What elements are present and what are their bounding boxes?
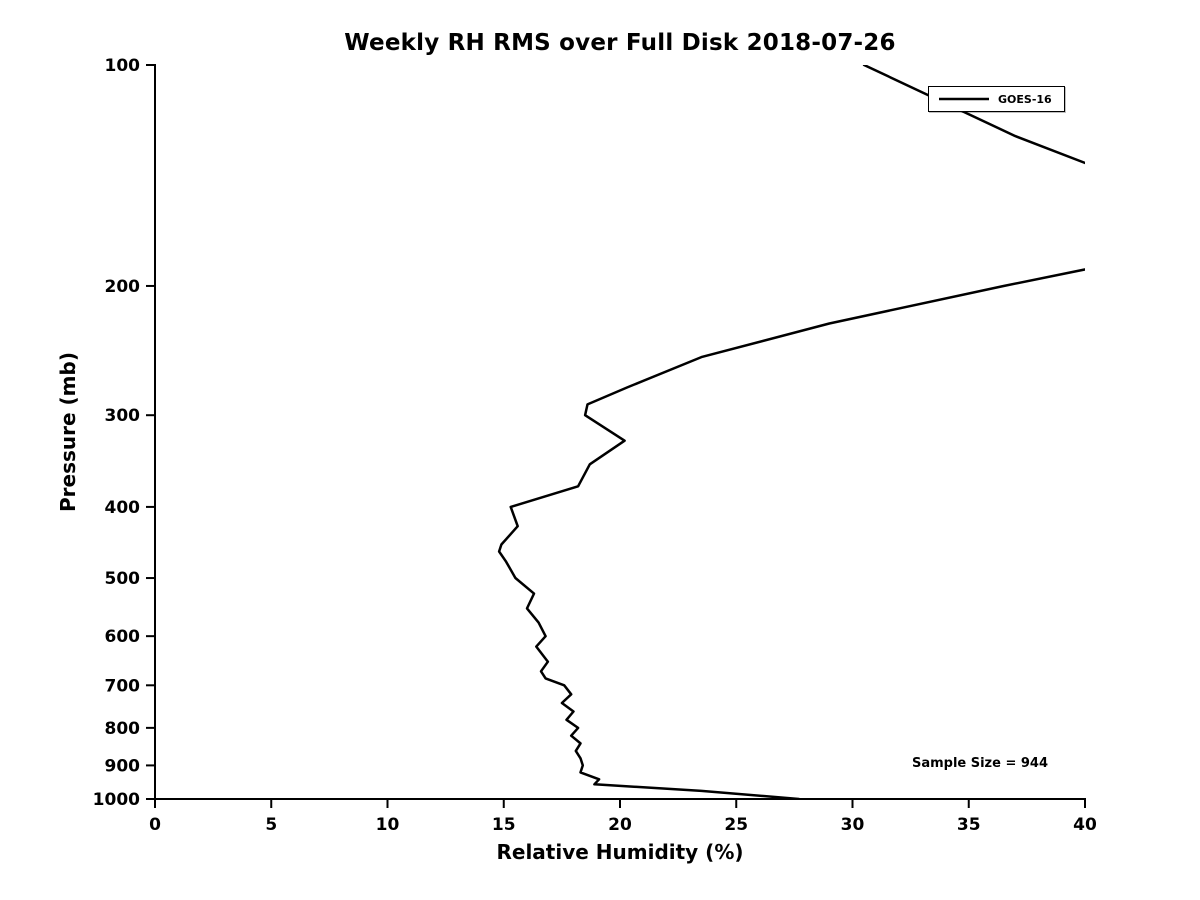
x-tick-label: 10 (376, 815, 400, 835)
x-tick-label: 5 (265, 815, 277, 835)
x-tick-label: 20 (608, 815, 632, 835)
y-tick-label: 200 (105, 277, 141, 297)
y-tick-label: 300 (105, 406, 141, 426)
x-tick-label: 40 (1073, 815, 1097, 835)
y-tick-label: 600 (105, 627, 141, 647)
y-tick-label: 100 (105, 56, 141, 76)
y-tick-label: 500 (105, 569, 141, 589)
series-line-GOES-16 (497, 65, 1085, 799)
y-tick-label: 400 (105, 498, 141, 518)
sample-size-annotation: Sample Size = 944 (911, 756, 1049, 771)
y-tick-label: 800 (105, 719, 141, 739)
x-tick-label: 30 (841, 815, 865, 835)
x-axis-label: Relative Humidity (%) (496, 840, 744, 864)
legend-label: GOES-16 (998, 92, 1052, 106)
x-tick-label: 25 (724, 815, 748, 835)
legend-line-sample (939, 97, 989, 101)
chart-title: Weekly RH RMS over Full Disk 2018-07-26 (344, 30, 896, 56)
y-tick-label: 900 (105, 756, 141, 776)
x-tick-label: 0 (149, 815, 161, 835)
y-tick-label: 700 (105, 676, 141, 696)
y-tick-label: 1000 (93, 790, 140, 810)
x-tick-label: 35 (957, 815, 981, 835)
legend: GOES-16 (928, 86, 1065, 112)
x-tick-label: 15 (492, 815, 516, 835)
y-axis-label: Pressure (mb) (56, 352, 80, 512)
